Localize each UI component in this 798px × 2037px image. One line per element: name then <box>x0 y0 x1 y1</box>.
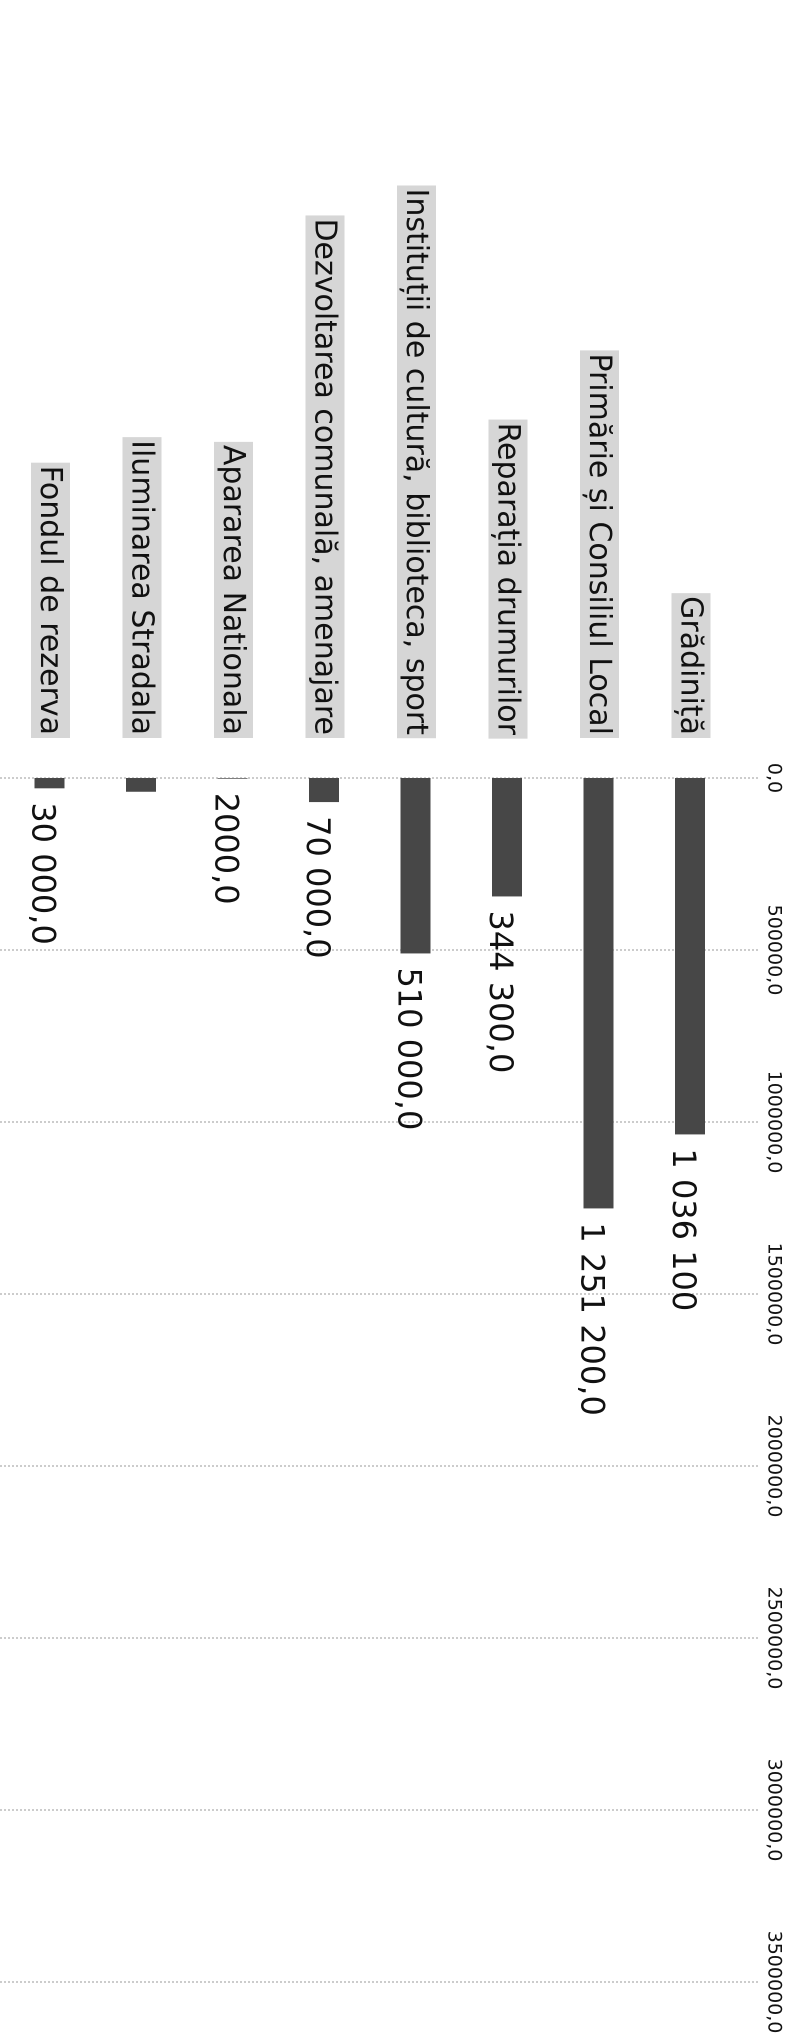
y-tick-label: 2500000,0 <box>764 1587 786 1690</box>
bar <box>583 778 614 1209</box>
category-label-group: Primărie și Consiliul Local <box>580 350 619 738</box>
x-tick-label: Iluminarea Stradala <box>125 440 160 735</box>
x-tick-label: Reparația drumurilor <box>491 423 526 736</box>
bar <box>217 778 248 779</box>
value-label: 30 000,0 <box>25 802 63 945</box>
label-background <box>122 437 162 738</box>
label-background <box>580 350 619 738</box>
bar <box>309 778 339 803</box>
bar <box>492 778 522 897</box>
category-label-group: Instituții de cultură, biblioteca, sport <box>397 185 436 739</box>
label-background <box>214 441 253 738</box>
value-label: 70 000,0 <box>299 816 337 959</box>
y-tick-label: 3500000,0 <box>764 1931 786 2034</box>
bar <box>675 778 705 1135</box>
category-label-group: Reparația drumurilor <box>488 419 528 739</box>
label-background <box>488 419 528 739</box>
x-tick-label: Instituții de cultură, biblioteca, sport <box>399 188 434 735</box>
value-label: 1 251 200,0 <box>574 1222 612 1415</box>
x-tick-label: Dezvoltarea comunală, amenajare <box>308 218 343 735</box>
y-tick-label: 1500000,0 <box>764 1243 786 1346</box>
y-tick-label: 1000000,0 <box>764 1071 786 1174</box>
category-label-group: Grădiniță <box>671 593 711 738</box>
value-label: 344 300,0 <box>482 910 520 1073</box>
label-background <box>31 462 70 738</box>
x-tick-label: Fondul de rezerva <box>33 466 68 735</box>
label-background <box>397 185 436 739</box>
x-tick-label: Primărie și Consiliul Local <box>582 353 617 735</box>
x-tick-label: Apararea Nationala <box>216 445 251 735</box>
y-tick-label: 500000,0 <box>764 905 786 996</box>
bar <box>400 778 431 954</box>
category-label-group: Apararea Nationala <box>214 441 253 738</box>
category-label-group: Dezvoltarea comunală, amenajare <box>305 215 345 738</box>
y-tick-label: 3000000,0 <box>764 1759 786 1862</box>
label-background <box>305 215 345 738</box>
y-tick-label: 0,0 <box>764 763 786 793</box>
x-tick-label: Grădiniță <box>674 596 709 735</box>
bar <box>34 778 65 789</box>
category-label-group: Fondul de rezerva <box>31 462 70 738</box>
category-label-group: Iluminarea Stradala <box>122 437 162 738</box>
bar <box>126 778 156 792</box>
label-background <box>671 593 711 738</box>
value-label: 510 000,0 <box>391 967 429 1130</box>
value-label: 2000,0 <box>208 793 246 905</box>
value-label: 1 036 100 <box>665 1148 703 1311</box>
y-tick-label: 2000000,0 <box>764 1415 786 1518</box>
